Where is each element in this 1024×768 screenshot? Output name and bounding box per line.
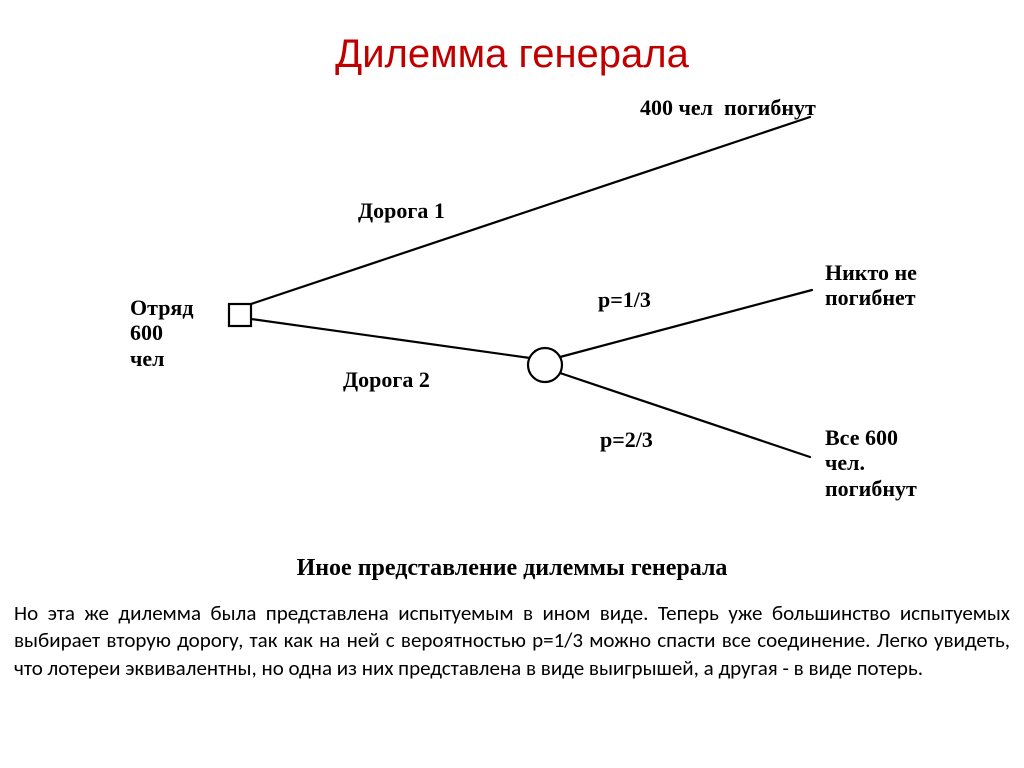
tree-svg [90,95,935,535]
label-root: Отряд 600 чел [130,295,193,371]
label-out-top: 400 чел погибнут [640,95,816,120]
label-road2: Дорога 2 [343,367,430,392]
page-title: Дилемма генерала [0,32,1024,77]
label-prob-upper: p=1/3 [598,287,651,312]
decision-tree-diagram: Отряд 600 чел Дорога 1 Дорога 2 p=1/3 p=… [90,95,935,535]
diagram-subcaption: Иное представление дилеммы генерала [0,555,1024,582]
explanation-paragraph: Но эта же дилемма была представлена испы… [14,600,1010,682]
label-road1: Дорога 1 [358,198,445,223]
label-out-mid: Никто не погибнет [825,260,917,311]
label-prob-lower: p=2/3 [600,427,653,452]
label-out-bot: Все 600 чел. погибнут [825,425,917,501]
